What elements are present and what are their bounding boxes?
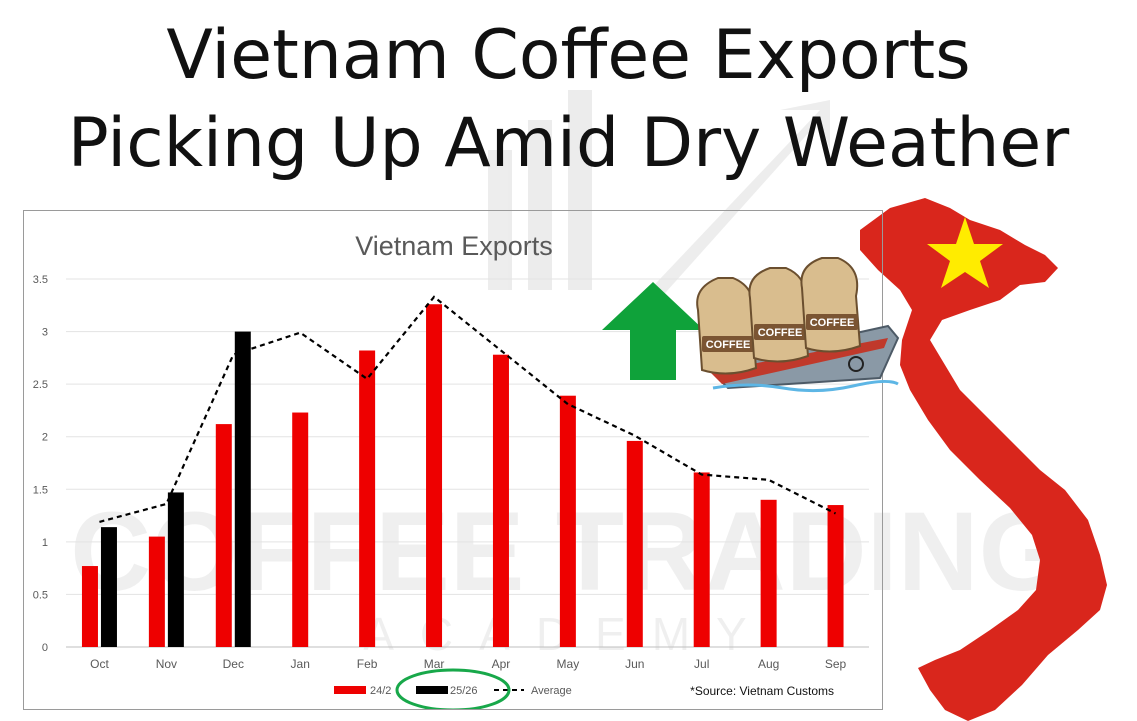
y-tick-label: 1.5 [33, 484, 48, 496]
average-polyline [99, 295, 837, 523]
vietnam-map [860, 198, 1107, 721]
bar-24-25-mar [426, 304, 443, 647]
bar-24-25-jan [292, 412, 309, 647]
bar-24-25-sep [827, 505, 844, 647]
sack-2: COFFEE [748, 267, 810, 363]
legend-label-25-26: 25/26 [450, 685, 478, 697]
legend-label-average: Average [531, 685, 572, 697]
chart-bars [81, 304, 844, 647]
bar-24-25-feb [359, 350, 376, 647]
sack-1: COFFEE [696, 277, 758, 375]
legend-highlight-circle [395, 668, 511, 709]
chart-legend: 24/2 25/26 Average [334, 668, 572, 709]
chart-title: Vietnam Exports [355, 231, 553, 261]
bar-25-26-dec [234, 331, 251, 647]
source-note: *Source: Vietnam Customs [690, 684, 834, 698]
sack-3-label: COFFEE [810, 317, 855, 329]
sack-1-label: COFFEE [706, 339, 751, 351]
y-tick-label: 2.5 [33, 379, 48, 391]
x-tick-label: Jan [291, 657, 310, 671]
bar-24-25-nov [148, 536, 165, 647]
ship-water [712, 379, 899, 393]
bar-24-25-aug [760, 499, 777, 647]
legend-swatch-24-25 [334, 686, 366, 694]
sack-3: COFFEE [800, 257, 862, 353]
x-tick-label: Aug [758, 657, 779, 671]
bar-24-25-dec [215, 424, 232, 647]
y-tick-label: 2 [42, 432, 48, 444]
bar-24-25-jul [693, 472, 710, 647]
x-tick-label: Feb [357, 657, 378, 671]
y-tick-label: 1 [42, 537, 48, 549]
headline-line-2: Picking Up Amid Dry Weather [67, 104, 1070, 183]
bar-24-25-oct [81, 566, 98, 647]
x-tick-label: Oct [90, 657, 109, 671]
coffee-ship-icon: COFFEE COFFEE COFFEE [696, 257, 900, 393]
headline-line-1: Vietnam Coffee Exports [166, 16, 971, 95]
bar-24-25-may [559, 395, 576, 647]
sack-2-label: COFFEE [758, 327, 803, 339]
legend-label-24-25: 24/2 [370, 685, 391, 697]
y-axis-ticks: 0 0.5 1 1.5 2 2.5 3 3.5 [33, 274, 48, 654]
y-tick-label: 3 [42, 327, 48, 339]
vietnam-map-shape [860, 198, 1107, 721]
x-tick-label: May [557, 657, 580, 671]
x-tick-label: Apr [492, 657, 511, 671]
x-tick-label: Jul [694, 657, 709, 671]
anchor-icon [848, 356, 864, 372]
up-arrow-shape [602, 282, 704, 380]
y-tick-label: 3.5 [33, 274, 48, 286]
x-tick-label: Nov [156, 657, 177, 671]
chart-svg: Vietnam Exports 0 0.5 1 1.5 2 2.5 3 3.5 Oct Nov D… [33, 231, 869, 709]
bar-24-25-jun [626, 440, 643, 647]
bar-25-26-nov [167, 492, 184, 647]
bar-25-26-oct [100, 527, 117, 647]
legend-swatch-25-26 [416, 686, 448, 694]
y-tick-label: 0.5 [33, 589, 48, 601]
map-star [927, 217, 1003, 288]
chart-frame: Vietnam Exports 0 0.5 1 1.5 2 2.5 3 3.5 Oct Nov D… [23, 210, 883, 710]
x-tick-label: Mar [424, 657, 445, 671]
x-tick-label: Dec [223, 657, 244, 671]
bar-24-25-apr [492, 354, 509, 647]
x-tick-label: Jun [625, 657, 644, 671]
average-line [99, 295, 837, 523]
up-arrow-icon [602, 282, 704, 380]
x-axis-ticks: Oct Nov Dec Jan Feb Mar Apr May Jun Jul Aug Sep [90, 657, 846, 671]
x-tick-label: Sep [825, 657, 847, 671]
y-tick-label: 0 [42, 642, 48, 654]
